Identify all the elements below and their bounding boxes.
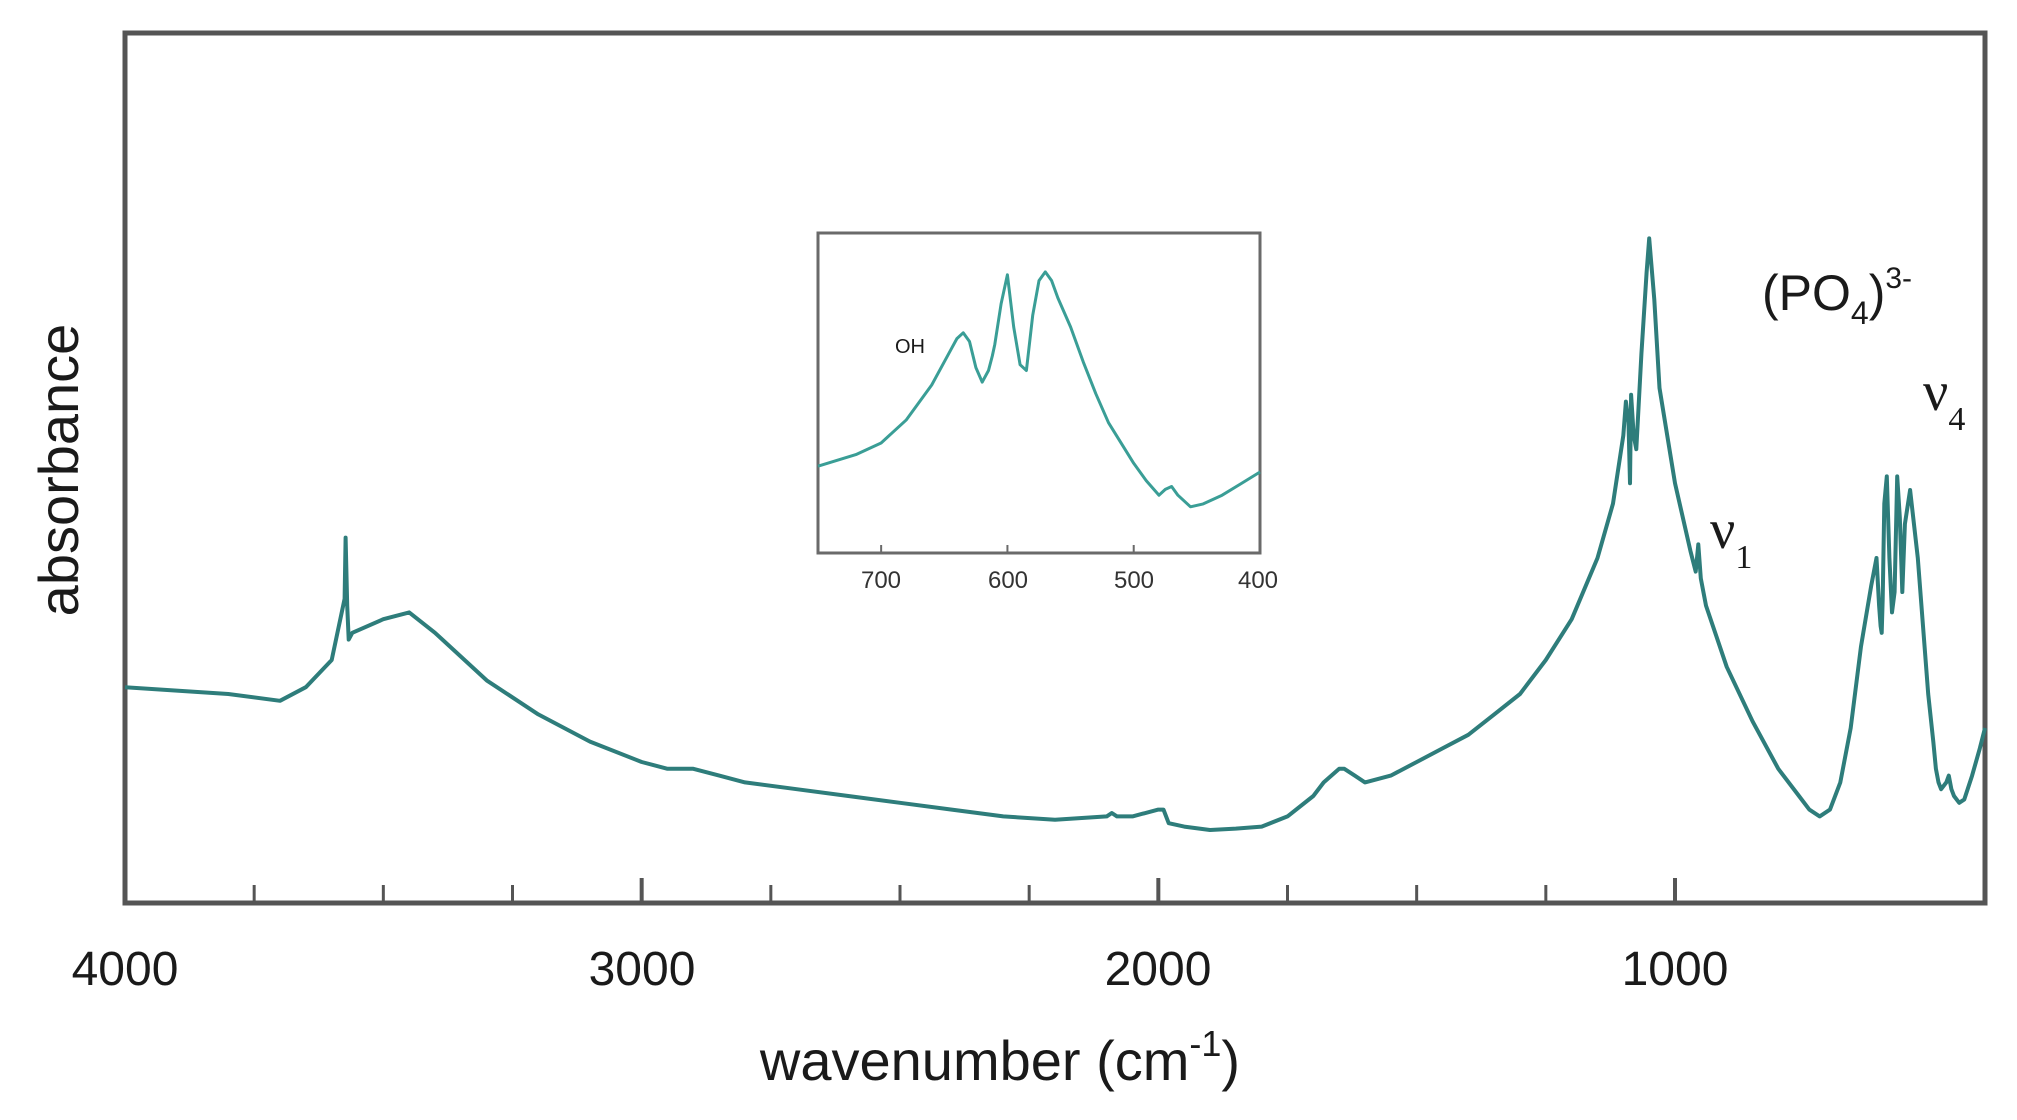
x-axis-label: wavenumber (cm-1) xyxy=(759,1023,1240,1092)
phosphate-annotation: (PO4)3- xyxy=(1762,262,1912,331)
inset-tick-label-400: 400 xyxy=(1238,567,1278,594)
inset-spectrum-line xyxy=(817,270,1261,509)
inset-x-ticks xyxy=(880,545,1261,553)
spectrum-series-line xyxy=(124,236,1987,832)
inset-tick-label-700: 700 xyxy=(861,567,901,594)
x-tick-label-4000: 4000 xyxy=(72,943,179,996)
inset-chart: 700 600 500 400 OH xyxy=(816,231,1278,594)
main-plot-frame xyxy=(122,30,1988,906)
oh-annotation: OH xyxy=(895,336,925,358)
nu4-annotation: ν4 xyxy=(1923,361,1965,438)
inset-tick-label-600: 600 xyxy=(988,567,1028,594)
x-tick-label-3000: 3000 xyxy=(589,943,696,996)
nu1-annotation: ν1 xyxy=(1710,499,1752,576)
y-axis-label: absorbance xyxy=(27,324,90,617)
inset-tick-label-500: 500 xyxy=(1114,567,1154,594)
main-x-ticks xyxy=(123,878,1677,903)
main-x-tick-labels: 4000 3000 2000 1000 xyxy=(72,943,1729,996)
x-tick-label-1000: 1000 xyxy=(1622,943,1729,996)
x-tick-label-2000: 2000 xyxy=(1105,943,1212,996)
